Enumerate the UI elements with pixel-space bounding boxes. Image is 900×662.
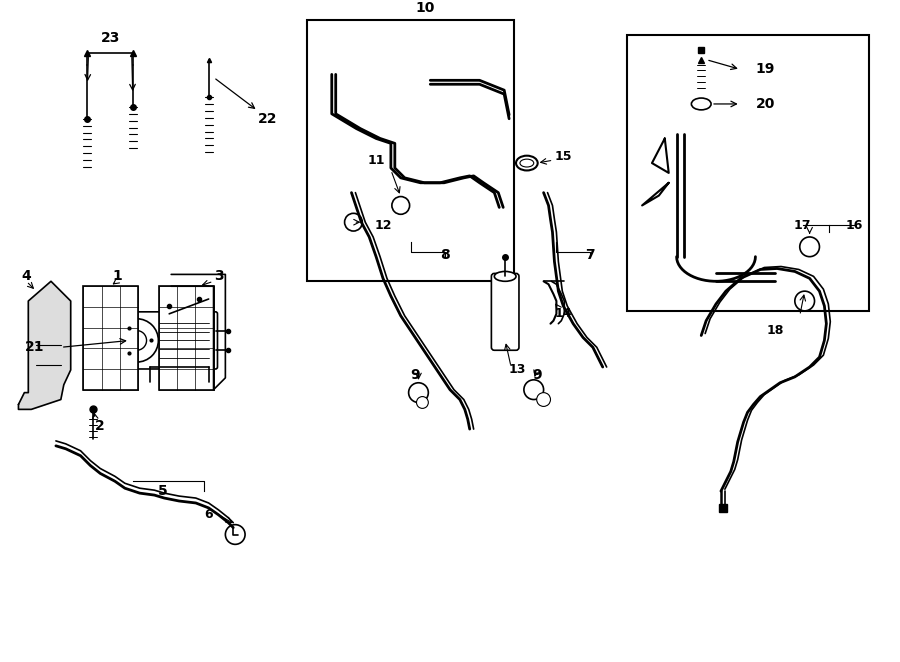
Text: 11: 11 [367,154,385,167]
Circle shape [345,213,363,231]
Bar [159,286,213,390]
Ellipse shape [494,271,516,281]
Text: 10: 10 [416,1,435,15]
Text: 21: 21 [24,340,44,354]
Text: 5: 5 [158,484,167,498]
Circle shape [115,318,158,362]
Text: 9: 9 [532,368,542,382]
Text: 14: 14 [554,307,572,320]
Circle shape [417,397,428,408]
Circle shape [524,380,544,400]
Text: 20: 20 [756,97,775,111]
Text: 4: 4 [22,269,32,283]
Text: 16: 16 [845,218,862,232]
Ellipse shape [691,98,711,110]
Text: 6: 6 [204,508,213,521]
Ellipse shape [520,159,534,167]
Text: 3: 3 [213,269,223,283]
Circle shape [536,393,551,406]
Text: 1: 1 [112,269,122,283]
Text: 19: 19 [756,62,775,77]
Text: 12: 12 [374,218,392,232]
Circle shape [800,237,820,257]
Text: 9: 9 [410,368,420,382]
Text: 2: 2 [95,419,105,433]
FancyBboxPatch shape [130,312,218,369]
Circle shape [127,330,147,350]
Text: 8: 8 [440,248,450,261]
Text: 17: 17 [794,218,812,232]
Ellipse shape [516,156,537,170]
Circle shape [225,525,245,544]
Text: 22: 22 [258,112,277,126]
Text: 13: 13 [508,363,526,377]
Text: 15: 15 [554,150,572,163]
Bar [84,286,138,390]
Circle shape [795,291,815,311]
Text: 7: 7 [585,248,595,261]
Bar [307,21,514,281]
Text: 18: 18 [767,324,784,337]
Text: 23: 23 [101,31,120,45]
FancyBboxPatch shape [491,273,519,350]
Circle shape [392,197,410,214]
Circle shape [409,383,428,402]
Bar [627,35,868,311]
Polygon shape [19,281,71,409]
